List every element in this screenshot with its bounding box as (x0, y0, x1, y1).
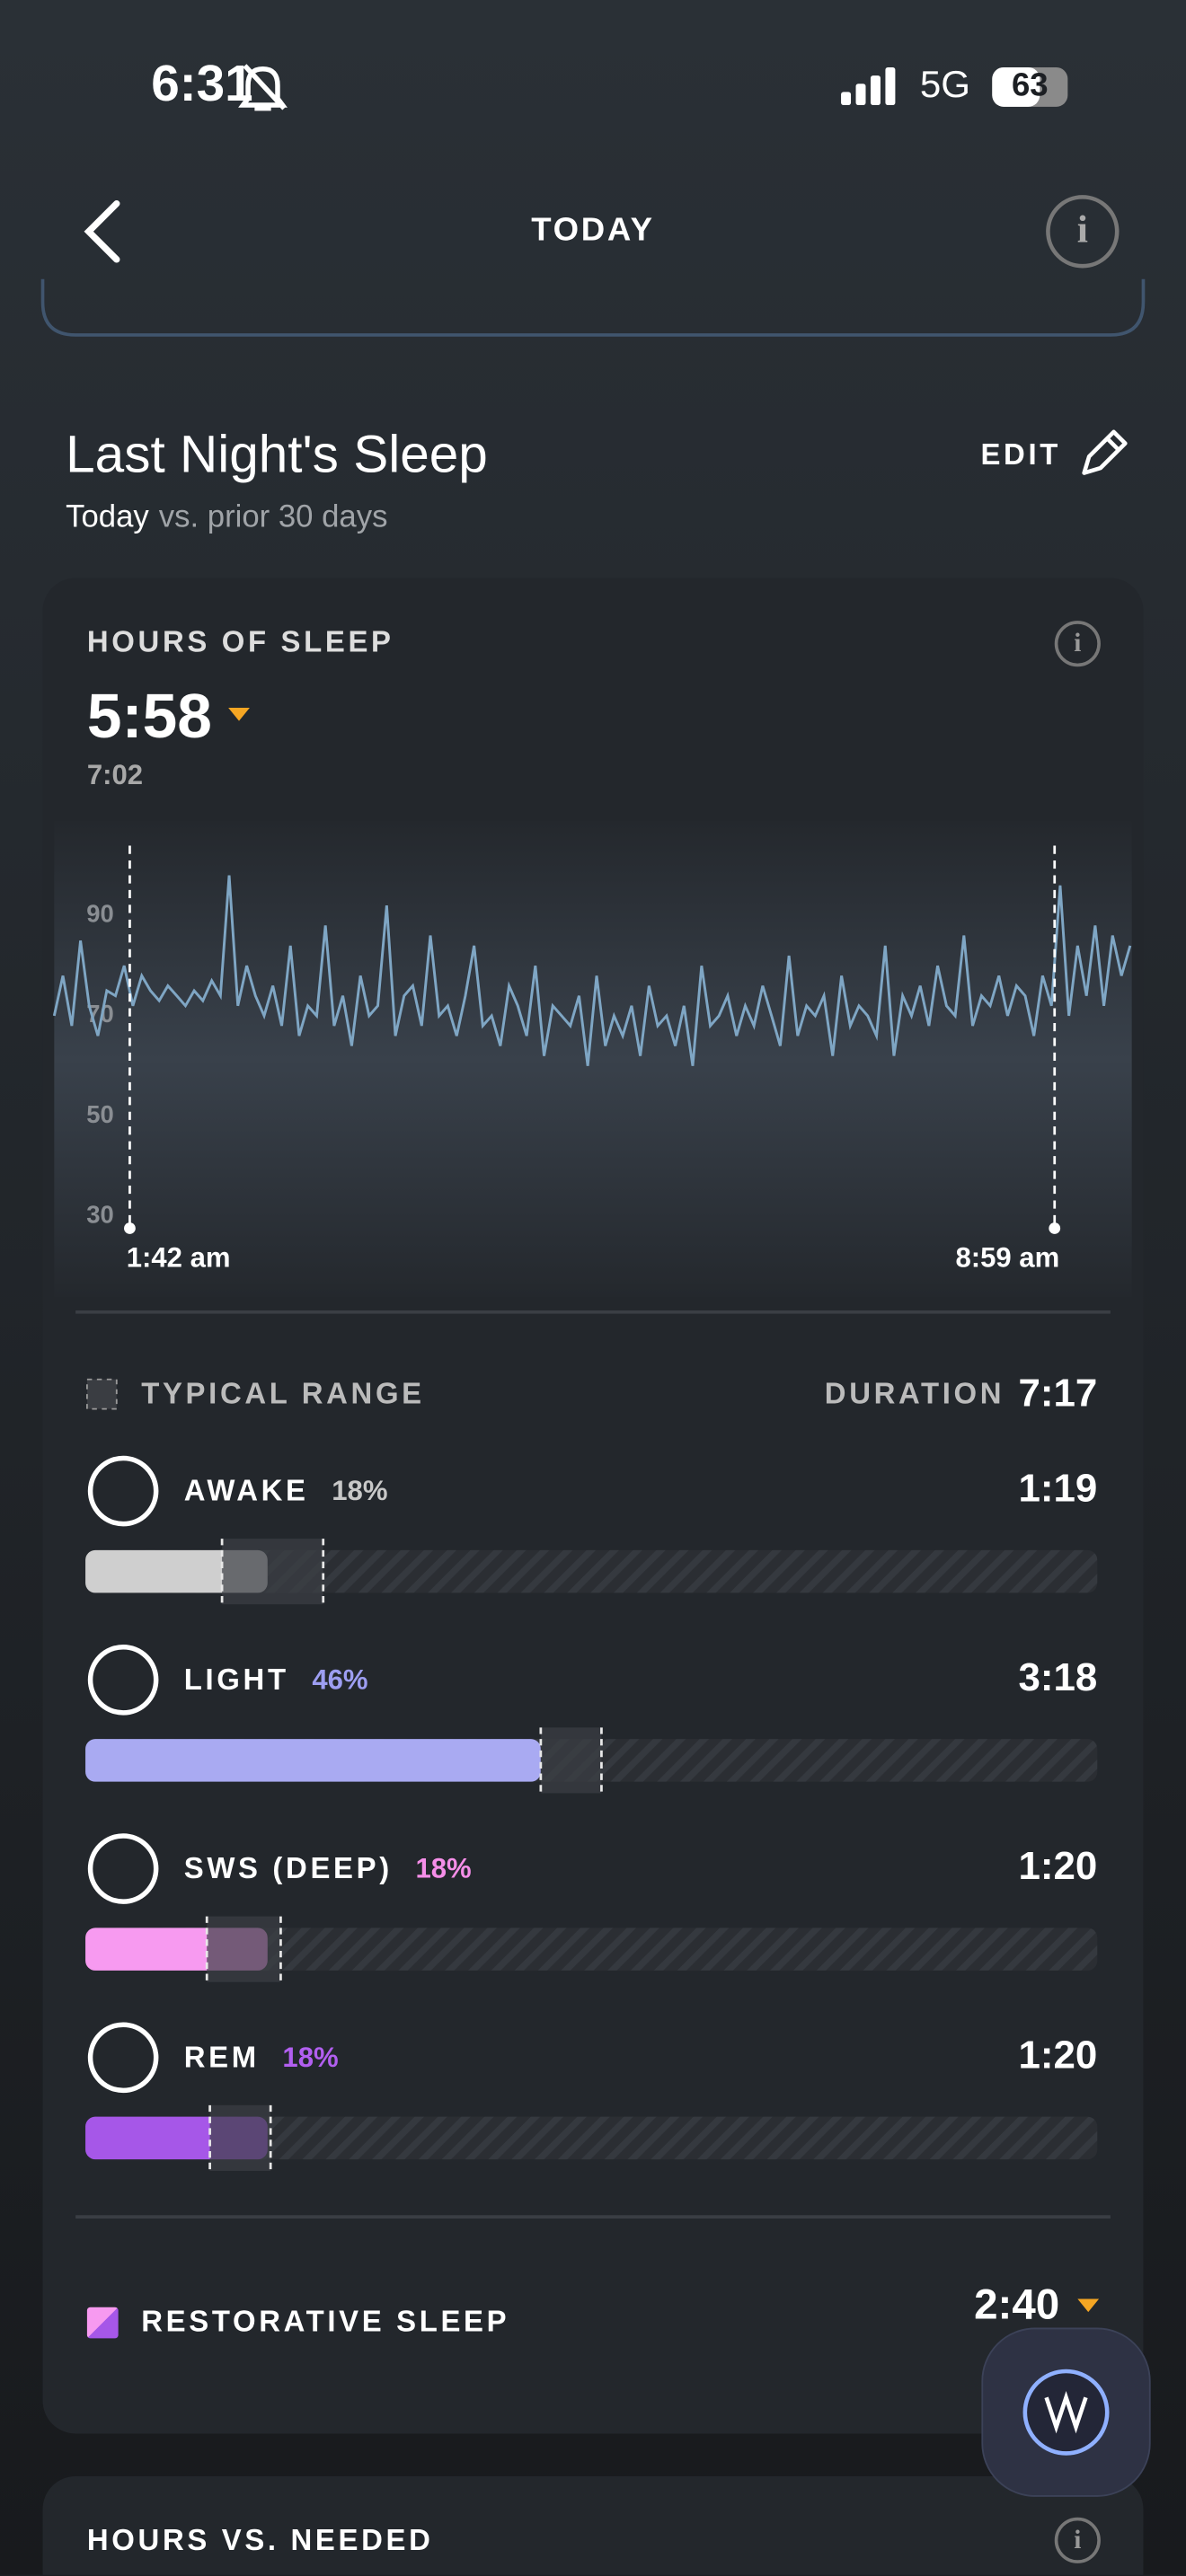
next-card-info[interactable]: i (1054, 2517, 1101, 2563)
heart-rate-line (52, 875, 1132, 1066)
duration-total: 7:17 (1018, 1372, 1097, 1416)
stage-percent: 46% (312, 1663, 367, 1695)
svg-text:i: i (1077, 208, 1088, 251)
legend-typical: TYPICAL RANGE (141, 1377, 425, 1410)
next-card-title: HOURS VS. NEEDED (87, 2523, 434, 2556)
down-indicator (1077, 2298, 1100, 2313)
header-title: TODAY (531, 210, 655, 247)
stage-duration: 3:18 (1018, 1655, 1097, 1699)
typical-range (207, 1916, 281, 1982)
typical-hours: 7:02 (87, 759, 143, 790)
down-indicator (228, 707, 250, 721)
svg-text:i: i (1074, 629, 1081, 657)
info-button[interactable]: i (1046, 195, 1120, 269)
clock: 6:31 (151, 56, 252, 112)
signal-icon (841, 66, 896, 106)
top-card-edge (40, 278, 1146, 337)
stage-track (85, 1549, 1098, 1593)
stage-toggle[interactable] (87, 1644, 159, 1716)
stage-percent: 18% (415, 1853, 471, 1884)
silent-icon (238, 64, 288, 111)
y-tick-label: 30 (86, 1200, 113, 1228)
battery-level (992, 66, 1040, 107)
typical-range (209, 2104, 271, 2171)
stage-duration: 1:20 (1018, 2033, 1097, 2077)
start-dot (124, 1222, 136, 1234)
subtitle-text: vs. prior 30 days (159, 500, 388, 534)
y-tick-label: 50 (86, 1100, 113, 1128)
edit-icon[interactable] (1082, 429, 1128, 475)
back-button[interactable] (84, 200, 120, 263)
card-title: HOURS OF SLEEP (87, 624, 394, 657)
assistant-button[interactable] (981, 2327, 1151, 2497)
section-subtitle: Today vs. prior 30 days (66, 500, 387, 534)
hours-value: 5:58 (87, 681, 212, 751)
stage-toggle[interactable] (87, 1833, 159, 1904)
stage-name: AWAKE (184, 1474, 309, 1507)
svg-text:i: i (1074, 2526, 1081, 2554)
stage-toggle[interactable] (87, 2022, 159, 2094)
stage-track (85, 1928, 1098, 1971)
section-title: Last Night's Sleep (66, 426, 488, 484)
typical-range (222, 1539, 323, 1605)
start-time: 1:42 am (127, 1241, 231, 1273)
network: 5G (920, 63, 970, 105)
y-tick-label: 90 (86, 900, 113, 928)
subtitle-bold: Today (66, 500, 149, 534)
stage-track (85, 2116, 1098, 2160)
duration-label: DURATION (825, 1377, 1005, 1410)
stage-duration: 1:20 (1018, 1844, 1097, 1888)
end-dot (1049, 1222, 1061, 1234)
stages: AWAKE 18% 1:19 LIGHT 46% 3:18 SWS (DEEP) 18% 1:2… (85, 1455, 1098, 2171)
end-time: 8:59 am (955, 1241, 1059, 1273)
stage-bar (85, 1739, 541, 1782)
typical-range (540, 1727, 602, 1794)
chart-background (54, 821, 1132, 1298)
restorative-icon (86, 2307, 119, 2339)
stage-toggle[interactable] (87, 1455, 159, 1527)
edit-button[interactable]: EDIT (980, 437, 1061, 471)
card-info[interactable]: i (1054, 621, 1101, 667)
stage-percent: 18% (282, 2042, 338, 2073)
restorative-value: 2:40 (974, 2280, 1059, 2328)
stage-name: SWS (DEEP) (184, 1851, 393, 1884)
typical-range-icon (85, 1378, 118, 1410)
next-card (42, 2476, 1144, 2575)
battery-text: 63 (1012, 66, 1049, 103)
stage-percent: 18% (332, 1475, 387, 1506)
stage-duration: 1:19 (1018, 1467, 1097, 1511)
stage-name: LIGHT (184, 1663, 289, 1696)
restorative-label: RESTORATIVE SLEEP (141, 2305, 509, 2338)
stage-name: REM (184, 2040, 260, 2073)
